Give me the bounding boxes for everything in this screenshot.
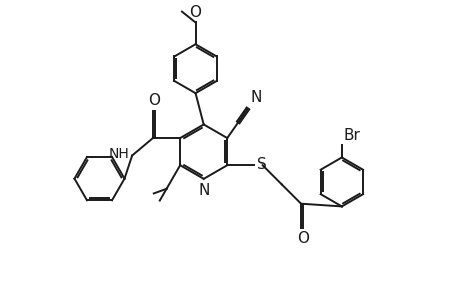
Text: O: O <box>190 5 202 21</box>
Text: S: S <box>257 157 267 172</box>
Text: O: O <box>297 231 309 246</box>
Text: N: N <box>198 183 209 198</box>
Text: O: O <box>148 93 160 108</box>
Text: Br: Br <box>343 127 360 142</box>
Text: NH: NH <box>109 147 129 161</box>
Text: N: N <box>250 90 262 105</box>
